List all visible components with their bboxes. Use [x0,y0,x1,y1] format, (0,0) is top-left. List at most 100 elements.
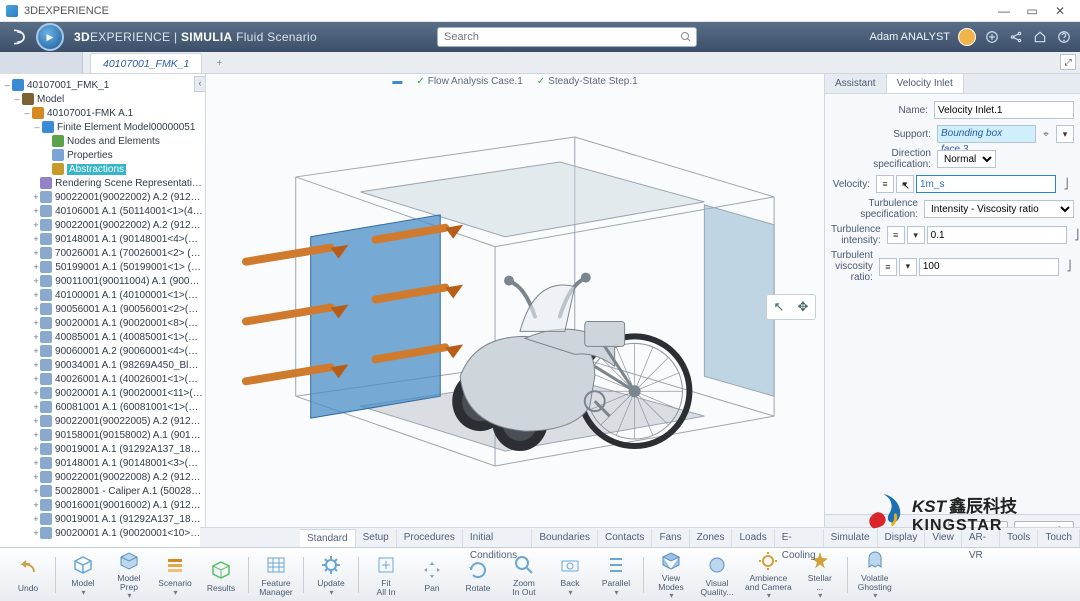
move-tool-icon[interactable]: ✥ [791,295,815,319]
tree-fem[interactable]: –Finite Element Model00000051 [2,120,203,134]
tree-part[interactable]: +90060001 A.2 (90060001<4>(90060001)) [2,344,203,358]
tree-part[interactable]: +90020001 A.1 (90020001<8>(90020001)) [2,316,203,330]
action-update[interactable]: Update▾ [309,551,353,599]
action-model[interactable]: Model▾ [61,551,105,599]
tree-root[interactable]: –40107001_FMK_1 [2,78,203,92]
action-undo[interactable]: Undo [6,551,50,599]
spec-tree[interactable]: –40107001_FMK_1–Model–40107001-FMK A.1–F… [0,74,206,547]
tree-part[interactable]: +60081001 A.1 (60081001<1>(Default))< [2,400,203,414]
action-back[interactable]: Back▾ [548,551,592,599]
context-tab-simulate[interactable]: Simulate [824,529,878,547]
action-pan[interactable]: Pan [410,551,454,599]
maximize-button[interactable]: ▭ [1018,2,1046,20]
context-tab-boundaries[interactable]: Boundaries [532,529,598,547]
viewport-3d[interactable]: ▬ ✓Flow Analysis Case.1 ✓Steady-State St… [206,74,824,547]
context-tab-standard[interactable]: Standard [300,529,356,547]
tree-part[interactable]: +90022001(90022008) A.2 (91292A201_TY [2,470,203,484]
name-input[interactable] [934,101,1074,119]
tree-part[interactable]: +40026001 A.1 (40026001<1>(40026001)) [2,372,203,386]
action-volatile-ghosting[interactable]: VolatileGhosting▾ [853,551,897,599]
tree-part[interactable]: +90019001 A.1 (91292A137_18-8 Stainless [2,442,203,456]
support-value[interactable]: Bounding box face.3 [937,125,1036,143]
floating-toolbar[interactable]: ↖ ✥ [766,294,816,320]
tree-part[interactable]: +90011001(90011004) A.1 (90011001<1> [2,274,203,288]
field-pick-icon[interactable]: ⎦ [1061,258,1077,276]
turb-int-input[interactable] [927,226,1067,244]
action-visual-quality-[interactable]: VisualQuality... [695,551,739,599]
support-dropdown[interactable]: ▾ [1056,125,1074,143]
context-tab-setup[interactable]: Setup [356,529,397,547]
step-flow-analysis[interactable]: ✓Flow Analysis Case.1 [416,76,522,87]
context-tab-view[interactable]: View [925,529,962,547]
field-pick-icon[interactable]: ⎦ [1069,226,1080,244]
tree-model[interactable]: –Model [2,92,203,106]
context-tab-procedures[interactable]: Procedures [397,529,463,547]
tree-part[interactable]: +90016001(90016002) A.1 (91292A126_18 [2,498,203,512]
action-parallel[interactable]: Parallel▾ [594,551,638,599]
tree-fem-child[interactable]: Nodes and Elements [2,134,203,148]
minimize-button[interactable]: — [990,2,1018,20]
context-tab-zones[interactable]: Zones [690,529,733,547]
tree-part[interactable]: +50199001 A.1 (50199001<1> (Default))( [2,260,203,274]
arrow-tool-icon[interactable]: ↖ [767,295,791,319]
expr-dd-button[interactable]: ▾ [907,226,925,244]
expr-dd-button[interactable]: ▾ [899,258,917,276]
support-pick-icon[interactable]: ⌖ [1038,125,1054,143]
action-scenario[interactable]: Scenario▾ [153,551,197,599]
panel-tab-assistant[interactable]: Assistant [825,74,887,93]
search-input[interactable] [437,27,697,47]
step-steady-state[interactable]: ✓Steady-State Step.1 [537,76,638,87]
tree-part[interactable]: +90148001 A.1 (90148001<3>(92148A170 [2,456,203,470]
tree-part[interactable]: +90022001(90022002) A.2 (91292A201_TY [2,190,203,204]
compass-button[interactable]: ▶ [36,23,64,51]
tree-fem-child[interactable]: Properties [2,148,203,162]
tree-part[interactable]: +90020001 A.1 (90020001<11>(90020001) [2,386,203,400]
home-icon[interactable] [1032,29,1048,45]
document-tab[interactable]: 40107001_FMK_1 [90,53,202,73]
tree-fem-child[interactable]: Abstractions [2,162,203,176]
plus-icon[interactable] [984,29,1000,45]
action-view-modes[interactable]: ViewModes▾ [649,551,693,599]
velocity-input[interactable] [916,175,1056,193]
context-tab-initial-conditions[interactable]: Initial Conditions [463,529,533,547]
share-icon[interactable] [1008,29,1024,45]
expr-mode-button[interactable]: ≡ [887,226,905,244]
panel-collapse-button[interactable]: ⤢ [1060,54,1076,70]
user-avatar[interactable] [958,28,976,46]
tree-part[interactable]: +50028001 - Caliper A.1 (50028001 - Cali… [2,484,203,498]
context-tab-display[interactable]: Display [878,529,926,547]
panel-tab-velocity-inlet[interactable]: Velocity Inlet [887,74,964,93]
action-results[interactable]: Results [199,551,243,599]
expr-mode-button[interactable]: ≡ [879,258,897,276]
context-tab-e-cooling[interactable]: E-Cooling [775,529,824,547]
tree-part[interactable]: +40085001 A.1 (40085001<1>(40085001)) [2,330,203,344]
tree-part[interactable]: +90020001 A.1 (90020001<10>(90020001 [2,526,203,540]
add-tab-button[interactable]: + [204,53,234,73]
context-tab-contacts[interactable]: Contacts [598,529,652,547]
close-button[interactable]: ✕ [1046,2,1074,20]
context-tab-touch[interactable]: Touch [1038,529,1080,547]
tree-rendering[interactable]: Rendering Scene Representation000000 [2,176,203,190]
action-feature-manager[interactable]: FeatureManager [254,551,298,599]
turb-visc-input[interactable] [919,258,1059,276]
expr-mode-button[interactable]: ≡ [876,175,894,193]
tree-part[interactable]: +90022001(90022005) A.2 (91292A201_TY [2,414,203,428]
context-tab-fans[interactable]: Fans [652,529,689,547]
action-model-prep[interactable]: ModelPrep▾ [107,551,151,599]
tree-part[interactable]: +90022001(90022002) A.2 (91292A201_TY [2,218,203,232]
tree-part[interactable]: +90019001 A.1 (91292A137_18-8 Stainless [2,512,203,526]
tree-assembly[interactable]: –40107001-FMK A.1 [2,106,203,120]
expr-dd-button[interactable]: ▾↖ [896,175,914,193]
turb-spec-select[interactable]: Intensity - Viscosity ratio [924,200,1074,218]
tree-part[interactable]: +40100001 A.1 (40100001<1>(40100001)) [2,288,203,302]
action-fit-all-in[interactable]: FitAll In [364,551,408,599]
tree-part[interactable]: +90034001 A.1 (98269A450_Black-Oxide 1 [2,358,203,372]
tree-part[interactable]: +90056001 A.1 (90056001<2>(Default))< [2,302,203,316]
context-tab-ar-vr[interactable]: AR-VR [962,529,1000,547]
context-tab-tools[interactable]: Tools [1000,529,1038,547]
tree-part[interactable]: +90158001(90158002) A.1 (90158001<4>< [2,428,203,442]
tree-part[interactable]: +40106001 A.1 (50114001<1>(40106001)) [2,204,203,218]
velocity-pick-icon[interactable]: ⎦ [1058,175,1074,193]
help-icon[interactable] [1056,29,1072,45]
context-tab-loads[interactable]: Loads [732,529,774,547]
